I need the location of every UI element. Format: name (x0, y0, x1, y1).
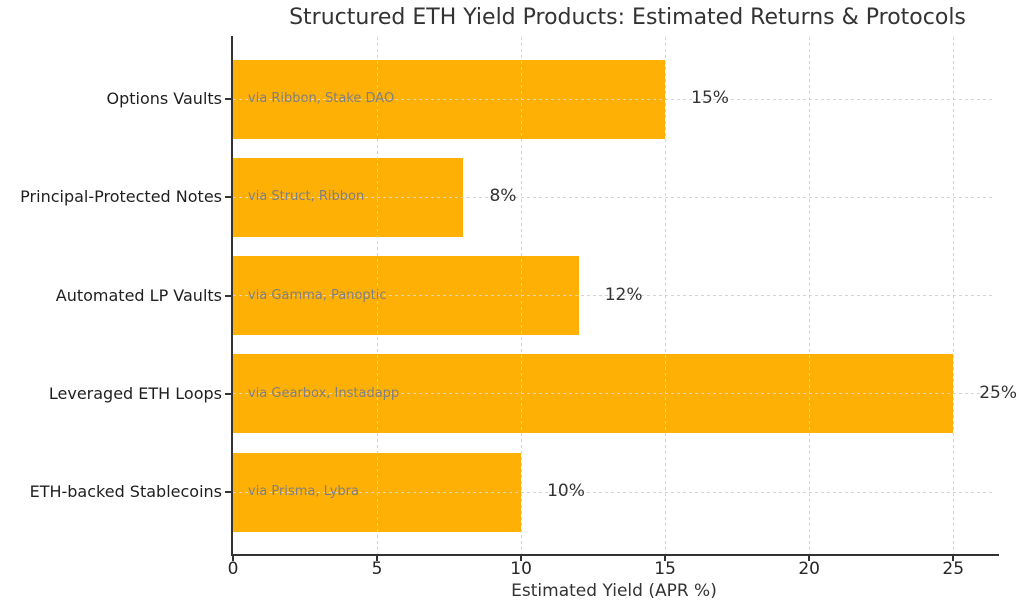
y-tick-mark (225, 491, 231, 493)
x-axis-spine (231, 554, 999, 556)
x-tick-mark (376, 556, 379, 561)
chart-title: Structured ETH Yield Products: Estimated… (289, 5, 966, 30)
bar-value-label: 25% (979, 382, 1018, 403)
y-category-label: Leveraged ETH Loops (48, 383, 222, 403)
y-category-label: Options Vaults (106, 89, 222, 108)
y-category-label: Automated LP Vaults (55, 285, 222, 305)
x-tick-label: 5 (371, 559, 383, 579)
bar-value-label: 10% (547, 481, 585, 501)
x-tick-label: 10 (510, 559, 532, 579)
bar-annotation: via Struct, Ribbon (248, 189, 365, 205)
y-category-label: ETH-backed Stablecoins (29, 482, 222, 501)
y-gridline (233, 196, 995, 198)
x-tick-mark (952, 556, 955, 561)
y-gridline (233, 98, 995, 100)
y-axis-spine (231, 36, 233, 556)
bar-annotation: via Ribbon, Stake DAO (248, 91, 395, 106)
y-gridline (233, 491, 995, 493)
y-tick-mark (225, 294, 231, 297)
x-tick-mark (664, 556, 667, 561)
bar-value-label: 15% (691, 88, 729, 108)
y-category-label: Principal-Protected Notes (20, 187, 222, 207)
x-tick-mark (520, 556, 523, 561)
y-gridline (233, 295, 995, 296)
bar-annotation: via Gearbox, Instadapp (248, 385, 400, 401)
x-tick-label: 0 (227, 559, 239, 579)
y-gridline (233, 393, 995, 395)
bar-value-label: 8% (489, 186, 517, 207)
x-axis-label: Estimated Yield (APR %) (511, 581, 717, 601)
bar-annotation: via Prisma, Lybra (248, 484, 359, 499)
plot-area: via Ribbon, Stake DAO 15% via Struct, Ribb… (233, 37, 1017, 554)
bar-value-label: 12% (604, 284, 643, 305)
bar-annotation: via Gamma, Panoptic (248, 287, 387, 303)
y-tick-mark (225, 98, 231, 100)
x-tick-label: 15 (654, 559, 676, 579)
x-tick-label: 20 (798, 559, 820, 579)
y-tick-mark (225, 392, 231, 395)
y-tick-mark (225, 196, 231, 199)
x-tick-label: 25 (942, 559, 965, 579)
x-tick-mark (232, 556, 234, 561)
x-tick-mark (808, 556, 811, 561)
